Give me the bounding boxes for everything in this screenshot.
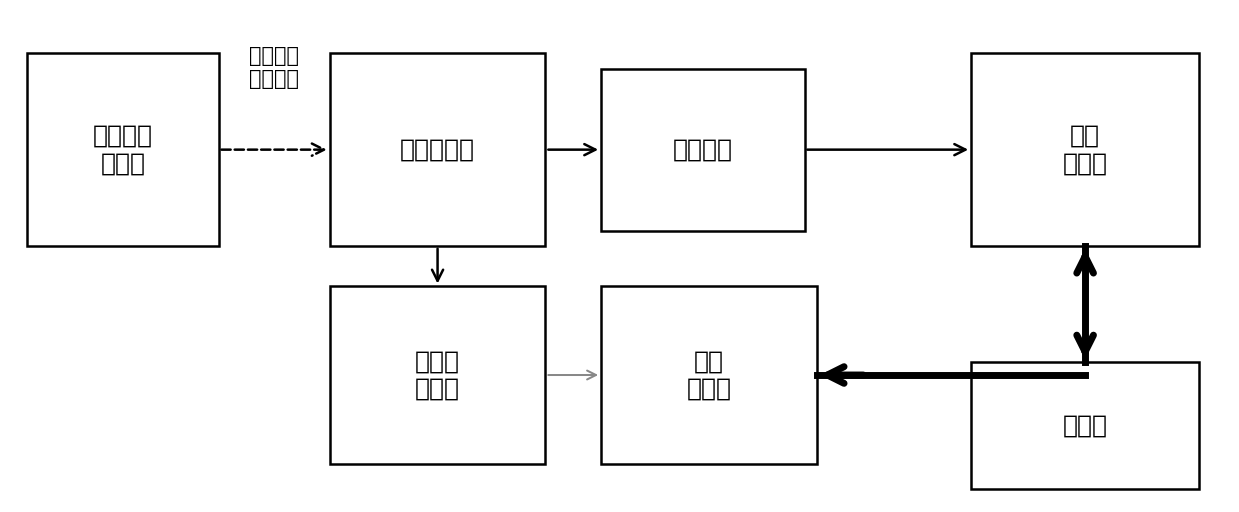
Text: 定向耦合器: 定向耦合器 [400, 138, 475, 162]
Bar [27, 53, 218, 246]
Text: 高稳待测
射频信号: 高稳待测 射频信号 [249, 46, 299, 89]
Text: 衰减器组: 衰减器组 [673, 138, 732, 162]
Text: 射频信号
发生器: 射频信号 发生器 [93, 124, 154, 176]
Text: 上位机: 上位机 [1063, 414, 1108, 438]
Bar [971, 53, 1199, 246]
Text: 二极管
检波器: 二极管 检波器 [415, 349, 460, 401]
Text: 微波
功率计: 微波 功率计 [1063, 124, 1108, 176]
Text: 数字
万用表: 数字 万用表 [686, 349, 731, 401]
Bar [971, 362, 1199, 489]
Bar [601, 286, 817, 464]
Bar [601, 69, 804, 231]
Bar [330, 53, 545, 246]
Bar [330, 286, 545, 464]
